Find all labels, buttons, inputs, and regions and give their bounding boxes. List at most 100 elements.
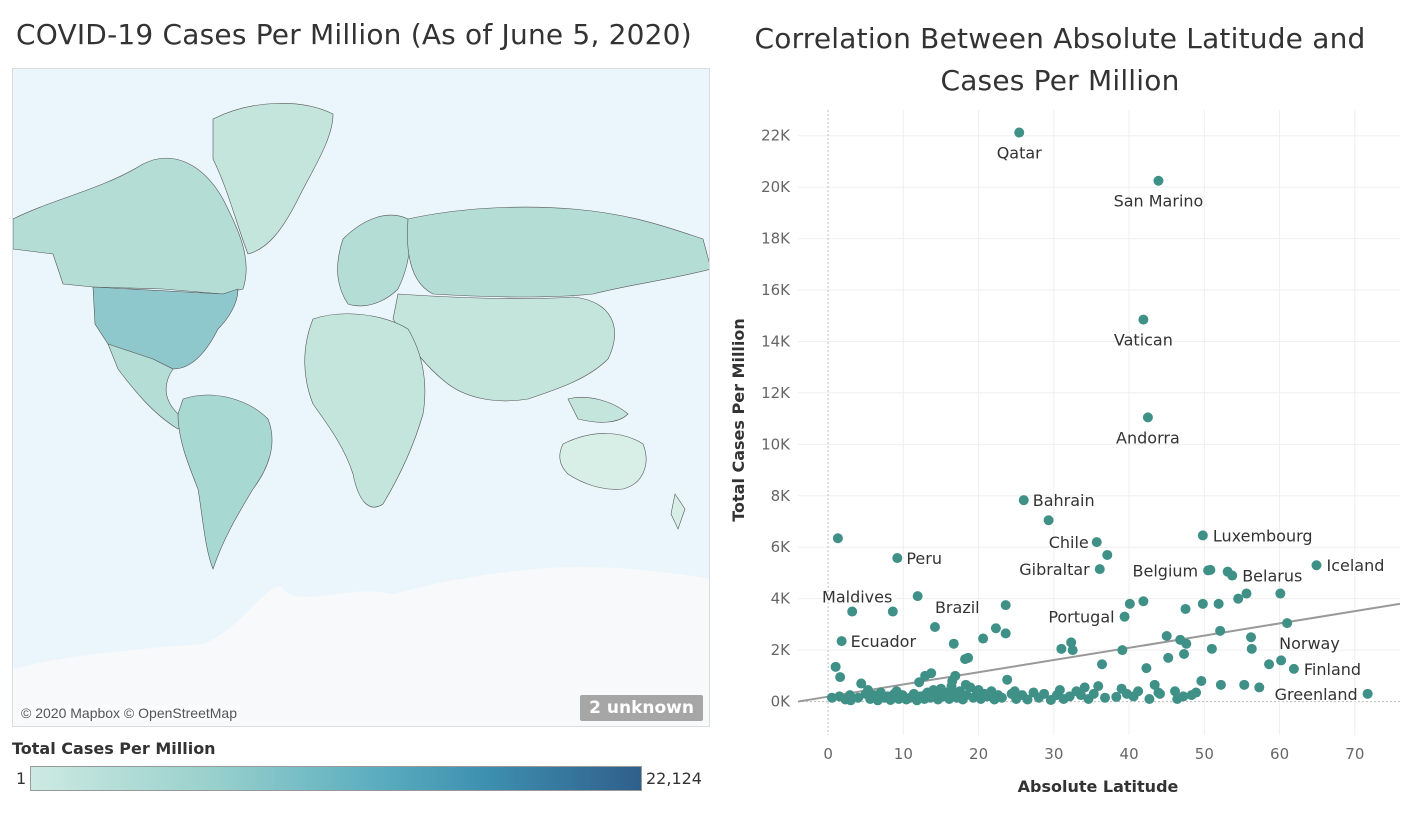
data-point — [1264, 659, 1275, 670]
scatter-plot[interactable]: 0K 2K 4K 6K 8K 10K 12K 14K 16K 18K 20K 22K 0 10 20 30 40… — [720, 100, 1400, 805]
point-label: Belgium — [1133, 561, 1199, 580]
legend-title: Total Cases Per Million — [12, 739, 216, 758]
data-point — [1161, 630, 1172, 641]
point-label: Vatican — [1114, 331, 1173, 350]
data-point — [1275, 588, 1286, 599]
data-point — [830, 661, 841, 672]
data-point — [1215, 625, 1226, 636]
labeled-data-point — [836, 636, 847, 647]
data-point — [914, 677, 925, 688]
data-point — [1246, 643, 1257, 654]
data-point — [1066, 637, 1077, 648]
point-label: Finland — [1304, 660, 1361, 679]
data-point — [1124, 598, 1135, 609]
x-tick-label: 10 — [894, 745, 913, 763]
data-point — [920, 689, 931, 700]
data-point — [1000, 628, 1011, 639]
choropleth-map[interactable]: © 2020 Mapbox © OpenStreetMap 2 unknown — [12, 68, 710, 727]
data-point — [1079, 682, 1090, 693]
data-point — [1206, 643, 1217, 654]
labeled-data-point — [1142, 412, 1153, 423]
labeled-data-point — [1014, 127, 1025, 138]
data-point — [1117, 645, 1128, 656]
x-tick-label: 60 — [1270, 745, 1289, 763]
x-axis-label: Absolute Latitude — [1018, 777, 1179, 796]
data-point — [862, 684, 873, 695]
data-point — [1141, 663, 1152, 674]
y-tick-label: 16K — [761, 281, 791, 299]
data-point — [1097, 659, 1108, 670]
data-point — [1172, 693, 1183, 704]
x-tick-label: 70 — [1345, 745, 1364, 763]
data-point — [1054, 684, 1065, 695]
data-point — [1276, 655, 1287, 666]
trend-line — [797, 602, 1400, 703]
labeled-data-point — [1203, 565, 1214, 576]
data-point — [946, 681, 957, 692]
data-point — [1239, 679, 1250, 690]
point-label: Greenland — [1275, 685, 1358, 704]
greenland-shape — [212, 103, 334, 255]
data-point — [1075, 690, 1086, 701]
data-point — [1144, 693, 1155, 704]
x-tick-label: 40 — [1120, 745, 1139, 763]
y-tick-label: 10K — [761, 435, 791, 453]
point-label: Bahrain — [1033, 491, 1095, 510]
data-point — [990, 623, 1001, 634]
labeled-data-point — [1311, 560, 1322, 571]
data-point — [835, 672, 846, 683]
data-point — [912, 591, 923, 602]
point-label: Ecuador — [851, 632, 917, 651]
north-america-north-shape — [13, 157, 247, 295]
data-point — [844, 690, 855, 701]
point-label: Iceland — [1326, 556, 1384, 575]
data-point — [832, 533, 843, 544]
data-point — [1138, 596, 1149, 607]
data-point — [1022, 694, 1033, 705]
y-tick-label: 6K — [771, 538, 792, 556]
europe-shape — [337, 214, 411, 307]
axis-layer: 0K 2K 4K 6K 8K 10K 12K 14K 16K 18K 20K 22K 0 10 20 30 40… — [761, 127, 1364, 763]
point-label: Brazil — [935, 598, 980, 617]
point-label: San Marino — [1114, 192, 1204, 211]
data-point — [1181, 638, 1192, 649]
data-point — [1128, 691, 1139, 702]
scatter-title: Correlation Between Absolute Latitude an… — [754, 22, 1366, 97]
antarctica-shape — [13, 567, 709, 726]
labeled-data-point — [1362, 688, 1373, 699]
x-tick-label: 20 — [969, 745, 988, 763]
data-point — [891, 686, 902, 697]
new-zealand-shape — [670, 493, 686, 530]
unknown-count-badge[interactable]: 2 unknown — [580, 695, 703, 721]
y-tick-label: 14K — [761, 332, 791, 350]
y-tick-label: 18K — [761, 230, 791, 248]
point-label: Belarus — [1242, 567, 1302, 586]
labeled-data-point — [1282, 618, 1293, 629]
legend-color-ramp — [30, 766, 642, 791]
labeled-data-point — [1197, 530, 1208, 541]
labeled-data-point — [892, 553, 903, 564]
data-point — [856, 678, 867, 689]
data-point — [1009, 686, 1020, 697]
label-layer: Qatar San Marino Vatican Andorra Bahrain Chil… — [822, 144, 1384, 704]
labeled-data-point — [1153, 175, 1164, 186]
legend-max-label: 22,124 — [646, 769, 702, 788]
y-tick-label: 8K — [771, 487, 792, 505]
data-point — [1233, 593, 1244, 604]
data-point — [1196, 675, 1207, 686]
data-point — [1067, 645, 1078, 656]
data-point — [950, 670, 961, 681]
x-tick-label: 0 — [823, 745, 833, 763]
point-label: Andorra — [1116, 428, 1180, 447]
data-point — [1254, 682, 1265, 693]
data-point — [1100, 692, 1111, 703]
data-point — [1002, 674, 1013, 685]
data-point — [1064, 691, 1075, 702]
data-point — [948, 638, 959, 649]
data-point — [826, 692, 837, 703]
data-point — [1179, 648, 1190, 659]
labeled-data-point — [1119, 611, 1130, 622]
labeled-data-point — [1094, 564, 1105, 575]
labeled-data-point — [1138, 314, 1149, 325]
x-tick-label: 30 — [1044, 745, 1063, 763]
